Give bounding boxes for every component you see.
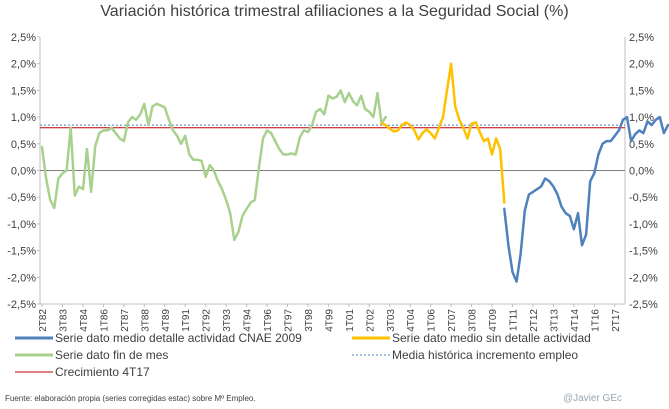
y-axis-left: -2,5% -2,0% -1,5% -1,0% -0,5% 0,0% 0,5% 1,0% 1,5… (7, 32, 40, 311)
footer-source: Fuente: elaboración propia (series corre… (5, 394, 256, 403)
y-tick-label-left: -1,5% (7, 246, 36, 258)
x-tick-label: 4T89 (161, 309, 172, 332)
legend-label: Crecimiento 4T17 (55, 365, 150, 379)
series-line (40, 89, 387, 242)
x-tick-label: 1T96 (263, 309, 274, 332)
x-tick-label: 2T82 (38, 309, 49, 332)
y-tick-label-right: -0,5% (629, 192, 658, 204)
x-tick-label: 3T08 (468, 309, 479, 332)
legend-label: Serie dato fin de mes (55, 348, 168, 362)
y-tick-label-left: 1,5% (11, 85, 36, 97)
x-tick-label: 2T87 (120, 309, 131, 332)
footer-credit: @Javier GEc (563, 393, 622, 404)
y-tick-label-left: -2,5% (7, 299, 36, 311)
x-tick-label: 3T93 (222, 309, 233, 332)
x-tick-label: 1T01 (345, 309, 356, 332)
x-tick-label: 1T16 (590, 309, 601, 332)
x-tick-label: 4T99 (324, 309, 335, 332)
x-tick-label: 4T84 (79, 309, 90, 332)
y-axis-right: -2,5% -2,0% -1,5% -1,0% -0,5% 0,0% 0,5% 1,0% 1,5… (629, 32, 658, 311)
y-tick-label-left: -2,0% (7, 272, 36, 284)
x-tick-label: 1T06 (427, 309, 438, 332)
y-tick-label-right: -1,0% (629, 219, 658, 231)
x-tick-label: 3T13 (549, 309, 560, 332)
x-tick-label: 1T86 (99, 309, 110, 332)
series-line (503, 115, 669, 283)
y-tick-label-left: -1,0% (7, 219, 36, 231)
legend-label: Serie dato medio sin detalle actividad (392, 331, 591, 345)
series-lines (40, 62, 669, 283)
x-tick-label: 2T07 (447, 309, 458, 332)
legend: Serie dato medio detalle actividad CNAE … (15, 331, 591, 379)
chart-axes (39, 37, 626, 305)
y-tick-label-right: 2,5% (629, 32, 654, 44)
y-tick-label-right: 0,0% (629, 166, 654, 178)
y-tick-label-right: 1,5% (629, 85, 654, 97)
y-tick-label-left: -0,5% (7, 192, 36, 204)
x-tick-label: 2T92 (202, 309, 213, 332)
x-axis: 2T82 3T83 4T84 1T86 2T87 3T88 4T89 1T91 2T92 3T93… (38, 304, 622, 332)
y-tick-label-left: 2,0% (11, 59, 36, 71)
y-tick-label-left: 0,5% (11, 139, 36, 151)
y-tick-label-left: 2,5% (11, 32, 36, 44)
y-tick-label-right: 1,0% (629, 112, 654, 124)
reference-lines (40, 124, 625, 129)
y-tick-label-right: -2,0% (629, 272, 658, 284)
y-tick-label-right: 0,5% (629, 139, 654, 151)
x-tick-label: 1T91 (181, 309, 192, 332)
y-tick-label-right: 2,0% (629, 59, 654, 71)
y-tick-label-right: -1,5% (629, 246, 658, 258)
x-tick-label: 4T14 (570, 309, 581, 332)
x-tick-label: 3T83 (59, 309, 70, 332)
x-tick-label: 1T11 (509, 309, 520, 331)
x-tick-label: 2T02 (365, 309, 376, 332)
x-tick-label: 3T88 (140, 309, 151, 332)
y-tick-label-left: 0,0% (11, 166, 36, 178)
x-tick-label: 3T98 (304, 309, 315, 332)
chart-title: Variación histórica trimestral afiliacio… (100, 3, 569, 20)
x-tick-label: 3T03 (386, 309, 397, 332)
x-tick-label: 4T04 (406, 309, 417, 332)
x-tick-label: 4T09 (488, 309, 499, 332)
x-tick-label: 2T97 (284, 309, 295, 332)
x-tick-label: 4T94 (243, 309, 254, 332)
y-tick-label-left: 1,0% (11, 112, 36, 124)
legend-label: Serie dato medio detalle actividad CNAE … (55, 331, 302, 345)
series-line (380, 62, 506, 204)
x-tick-label: 2T17 (611, 309, 622, 332)
y-tick-label-right: -2,5% (629, 299, 658, 311)
x-tick-label: 2T12 (529, 309, 540, 332)
legend-label: Media histórica incremento empleo (392, 348, 578, 362)
